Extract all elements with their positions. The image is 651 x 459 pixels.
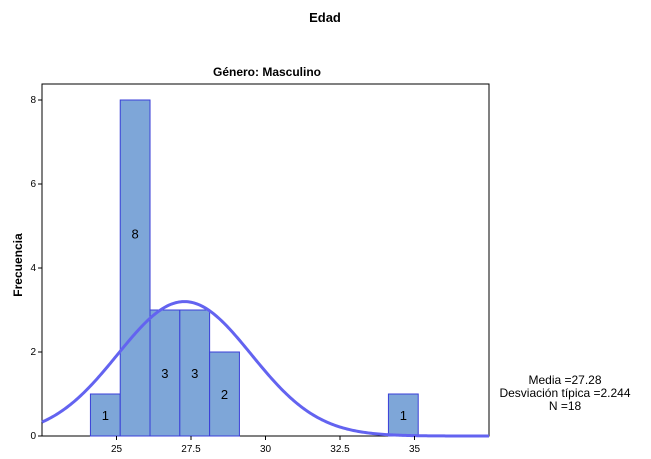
bar-value-label: 3 xyxy=(161,366,168,381)
chart-title: Edad xyxy=(309,10,341,25)
x-tick-label: 25 xyxy=(111,444,123,455)
histogram-bar xyxy=(89,393,121,437)
x-tick-label: 30 xyxy=(260,444,272,455)
stat-sd: Desviación típica =2.244 xyxy=(499,386,630,400)
bar-value-label: 1 xyxy=(400,408,407,423)
plot-area: 1 8 3 3 2 1 0 2 4 6 8 25 27.5 30 32.5 35 xyxy=(30,83,490,455)
histogram-bar xyxy=(179,309,211,437)
histogram-bar xyxy=(209,351,240,437)
bar-value-label: 2 xyxy=(221,387,228,402)
stats-box: Media =27.28 Desviación típica =2.244 N … xyxy=(499,373,630,413)
plot-frame xyxy=(41,83,490,437)
y-tick-label: 6 xyxy=(30,179,36,190)
y-tick-label: 2 xyxy=(30,347,36,358)
y-axis-label: Frecuencia xyxy=(11,233,25,297)
y-tick-label: 0 xyxy=(30,431,36,442)
x-tick-label: 32.5 xyxy=(330,444,350,455)
y-tick-label: 4 xyxy=(30,263,36,274)
histogram-bar xyxy=(149,309,181,437)
x-tick-label: 27.5 xyxy=(181,444,201,455)
chart-subtitle: Género: Masculino xyxy=(213,65,321,79)
bar-value-label: 8 xyxy=(132,226,139,241)
stat-mean: Media =27.28 xyxy=(528,373,601,387)
bar-value-label: 1 xyxy=(102,408,109,423)
x-tick-label: 35 xyxy=(409,444,421,455)
stat-n: N =18 xyxy=(549,399,582,413)
bar-value-label: 3 xyxy=(191,366,198,381)
y-tick-label: 8 xyxy=(30,95,36,106)
histogram-bar xyxy=(119,99,151,437)
normal-curve-line xyxy=(41,300,489,438)
